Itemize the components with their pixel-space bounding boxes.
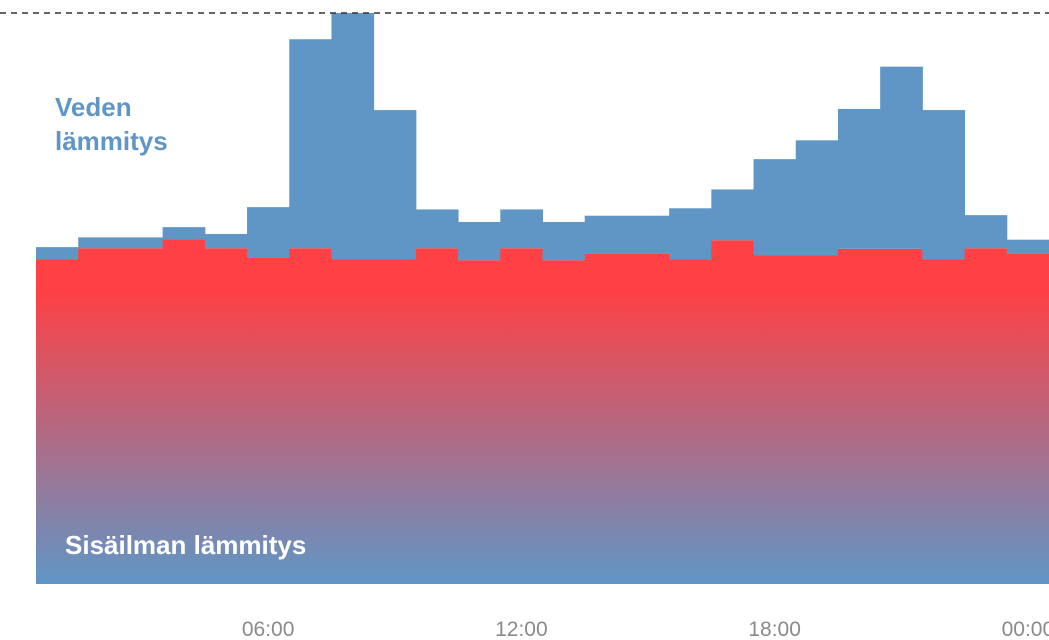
bar-segment	[120, 237, 164, 249]
bar-segment	[162, 239, 206, 584]
series-label: Sisäilman lämmitys	[65, 530, 307, 560]
x-tick-label: 06:00	[242, 618, 295, 640]
bar-segment	[415, 248, 459, 584]
bar-segment	[331, 259, 375, 584]
bar-segment	[458, 221, 501, 261]
bar-segment	[247, 257, 290, 584]
bar-segment	[669, 208, 712, 260]
bar-segment	[162, 227, 206, 240]
bar-segment	[837, 108, 881, 249]
bar-segment	[711, 240, 755, 584]
bar-segment	[837, 248, 881, 584]
bar-segment	[795, 140, 839, 256]
x-tick-label: 12:00	[495, 618, 548, 640]
bar-segment	[584, 253, 628, 584]
bar-segment	[36, 259, 79, 584]
bar-segment	[542, 221, 586, 261]
bar-segment	[331, 13, 375, 260]
bar-segment	[753, 255, 797, 584]
bar-segment	[500, 248, 543, 584]
bar-segment	[753, 159, 797, 256]
bar-segment	[204, 233, 248, 249]
series-label: Veden lämmitys	[55, 92, 168, 156]
bar-segment	[78, 248, 121, 584]
bar-segment	[500, 209, 543, 249]
bar-segment	[1006, 253, 1049, 584]
x-tick-label: 18:00	[748, 618, 801, 640]
bar-segment	[880, 66, 923, 249]
bar-segment	[880, 248, 923, 584]
bar-segment	[669, 259, 712, 584]
bar-segment	[204, 248, 248, 584]
bar-segment	[922, 259, 966, 584]
bar-segment	[584, 215, 628, 254]
bar-segment	[289, 248, 332, 584]
bar-segment	[247, 207, 290, 258]
bar-segment	[626, 215, 670, 254]
bar-segment	[626, 253, 670, 584]
bar-segment	[415, 209, 459, 249]
bar-segment	[964, 215, 1008, 249]
bar-segment	[922, 110, 966, 260]
bar-segment	[373, 110, 417, 260]
bar-segment	[289, 39, 332, 249]
bar-segment	[36, 247, 79, 260]
bar-segment	[373, 259, 417, 584]
bar-segment	[458, 260, 501, 584]
x-tick-label: 00:00	[1002, 618, 1049, 640]
bar-segment	[711, 189, 755, 241]
bar-segment	[795, 255, 839, 584]
bar-segment	[78, 237, 121, 249]
bar-segment	[120, 248, 164, 584]
bar-segment	[1006, 239, 1049, 254]
bar-segment	[964, 248, 1008, 584]
bar-segment	[542, 260, 586, 584]
